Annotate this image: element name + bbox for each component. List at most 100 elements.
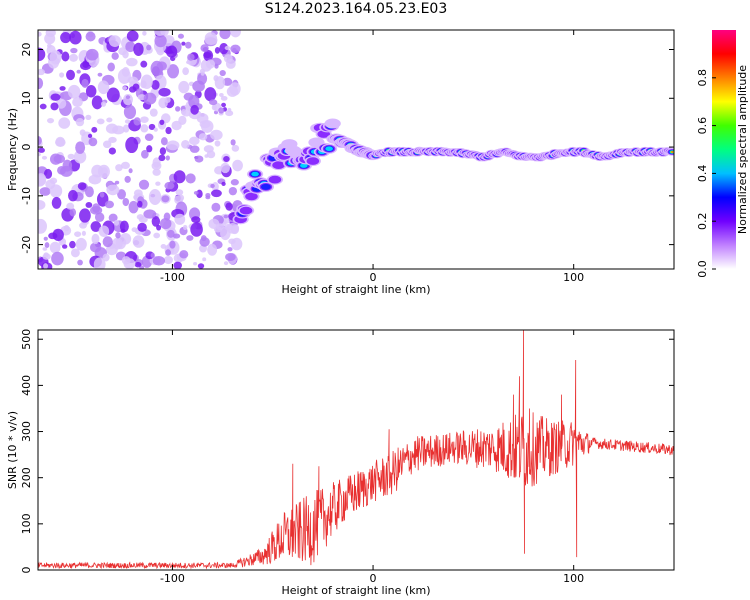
noise-blob bbox=[108, 35, 121, 47]
noise-blob bbox=[49, 184, 63, 198]
noise-blob bbox=[218, 107, 225, 114]
noise-blob bbox=[50, 102, 59, 111]
noise-blob bbox=[211, 202, 221, 212]
noise-blob bbox=[51, 251, 64, 266]
noise-blob bbox=[69, 208, 77, 217]
noise-blob bbox=[228, 186, 238, 196]
snr-ytick-label: 500 bbox=[20, 329, 33, 350]
noise-blob bbox=[97, 72, 103, 77]
noise-blob bbox=[73, 149, 87, 164]
noise-blob bbox=[214, 63, 219, 69]
noise-blob bbox=[58, 117, 71, 129]
noise-blob bbox=[47, 43, 52, 49]
noise-blob bbox=[141, 149, 149, 159]
noise-blob bbox=[154, 34, 167, 48]
noise-blob bbox=[120, 161, 130, 169]
noise-blob bbox=[90, 221, 102, 232]
noise-blob bbox=[146, 44, 152, 51]
colorbar-tick-label: 0.6 bbox=[696, 117, 709, 135]
noise-blob bbox=[108, 147, 117, 155]
noise-blob bbox=[150, 252, 155, 258]
track-blob bbox=[272, 161, 285, 170]
noise-blob bbox=[152, 255, 166, 266]
snr-ytick-label: 200 bbox=[20, 467, 33, 488]
noise-blob bbox=[38, 77, 44, 89]
noise-blob bbox=[122, 197, 130, 207]
spectrum-ytick-label: 20 bbox=[20, 43, 33, 57]
noise-blob bbox=[90, 206, 103, 215]
noise-blob bbox=[214, 47, 221, 54]
noise-blob bbox=[227, 247, 233, 252]
noise-blob bbox=[211, 104, 217, 111]
noise-blob bbox=[158, 97, 168, 109]
noise-blob bbox=[82, 60, 90, 69]
noise-blob bbox=[151, 79, 160, 90]
noise-blob bbox=[112, 237, 123, 250]
noise-blob bbox=[133, 42, 144, 56]
noise-blob bbox=[45, 30, 56, 38]
spectrum-ytick-label: 10 bbox=[20, 91, 33, 105]
noise-blob bbox=[225, 110, 234, 117]
noise-blob bbox=[186, 60, 191, 65]
spectrum-ytick-label: -10 bbox=[20, 187, 33, 205]
noise-blob bbox=[181, 41, 186, 46]
noise-blob bbox=[219, 30, 231, 40]
spectrum-ylabel: Frequency (Hz) bbox=[6, 108, 19, 191]
spectrum-xtick-label: 100 bbox=[563, 271, 584, 284]
noise-blob bbox=[204, 87, 217, 102]
noise-blob bbox=[182, 67, 189, 76]
noise-blob bbox=[88, 137, 98, 147]
noise-blob bbox=[165, 249, 171, 256]
noise-blob bbox=[163, 212, 171, 221]
noise-blob bbox=[173, 170, 186, 184]
noise-blob bbox=[210, 129, 223, 141]
noise-blob bbox=[161, 195, 170, 203]
noise-blob bbox=[186, 235, 194, 241]
noise-blob bbox=[142, 30, 147, 36]
noise-blob bbox=[81, 230, 86, 236]
noise-blob bbox=[165, 45, 178, 58]
noise-blob bbox=[70, 248, 80, 258]
noise-blob bbox=[38, 199, 46, 210]
noise-blob bbox=[50, 93, 61, 101]
snr-series bbox=[38, 330, 674, 570]
noise-blob bbox=[202, 257, 207, 262]
noise-blob bbox=[38, 147, 45, 153]
noise-blob bbox=[46, 117, 55, 124]
noise-blob bbox=[185, 173, 196, 184]
noise-blob bbox=[128, 200, 139, 214]
noise-blob bbox=[117, 189, 126, 200]
noise-blob bbox=[148, 189, 162, 206]
noise-blob bbox=[137, 222, 147, 232]
noise-blob bbox=[214, 140, 221, 147]
noise-blob bbox=[232, 47, 237, 54]
noise-blob bbox=[53, 154, 66, 164]
noise-blob bbox=[220, 162, 230, 174]
noise-blob bbox=[159, 119, 165, 126]
noise-blob bbox=[68, 190, 78, 202]
noise-blob bbox=[181, 108, 187, 116]
spectrum-xlabel: Height of straight line (km) bbox=[281, 283, 430, 296]
noise-blob bbox=[188, 136, 200, 146]
noise-blob bbox=[167, 229, 175, 238]
noise-blob bbox=[214, 76, 226, 90]
noise-blob bbox=[70, 47, 78, 54]
noise-blob bbox=[230, 139, 236, 146]
noise-blob bbox=[122, 50, 129, 59]
noise-blob bbox=[198, 133, 208, 141]
noise-blob bbox=[207, 243, 218, 256]
noise-blob bbox=[61, 244, 68, 249]
noise-blob bbox=[96, 118, 105, 125]
noise-blob bbox=[84, 186, 94, 198]
noise-blob bbox=[124, 175, 131, 183]
noise-blob bbox=[137, 200, 143, 208]
noise-blob bbox=[223, 261, 229, 266]
noise-blob bbox=[133, 189, 143, 197]
noise-blob bbox=[67, 84, 81, 99]
noise-blob bbox=[39, 103, 47, 110]
noise-blob bbox=[85, 31, 96, 42]
noise-blob bbox=[123, 104, 137, 120]
noise-blob bbox=[193, 261, 198, 266]
noise-blob bbox=[115, 232, 121, 239]
